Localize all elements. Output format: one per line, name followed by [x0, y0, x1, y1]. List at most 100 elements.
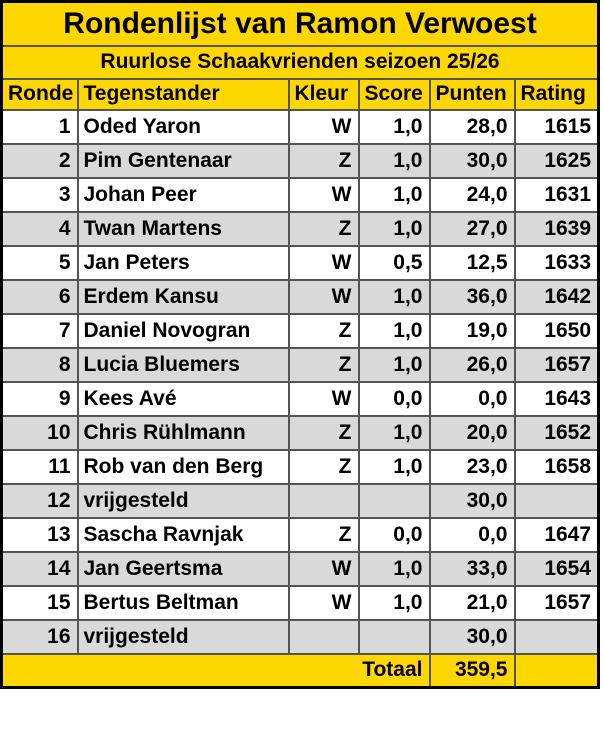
cell-tegenstander: Jan Peters	[76, 244, 290, 281]
cell-rating: 1633	[513, 244, 600, 281]
cell-kleur: W	[287, 176, 360, 213]
cell-rating: 1615	[513, 108, 600, 145]
cell-kleur	[287, 482, 360, 519]
cell-tegenstander: Bertus Beltman	[76, 584, 290, 621]
cell-score: 1,0	[357, 312, 431, 349]
cell-rating: 1639	[513, 210, 600, 247]
cell-score: 1,0	[357, 108, 431, 145]
cell-punten: 12,5	[428, 244, 516, 281]
cell-ronde: 13	[0, 516, 79, 553]
cell-ronde: 14	[0, 550, 79, 587]
cell-score: 1,0	[357, 278, 431, 315]
cell-rating	[513, 618, 600, 655]
cell-punten: 30,0	[428, 142, 516, 179]
table-row: 9 Kees Avé W 0,0 0,0 1643	[0, 380, 600, 417]
cell-rating	[513, 482, 600, 519]
cell-ronde: 7	[0, 312, 79, 349]
cell-score: 0,0	[357, 380, 431, 417]
cell-tegenstander: vrijgesteld	[76, 482, 290, 519]
cell-rating: 1643	[513, 380, 600, 417]
cell-score	[357, 618, 431, 655]
cell-tegenstander: vrijgesteld	[76, 618, 290, 655]
cell-tegenstander: Lucia Bluemers	[76, 346, 290, 383]
cell-rating: 1650	[513, 312, 600, 349]
cell-rating: 1647	[513, 516, 600, 553]
cell-ronde: 12	[0, 482, 79, 519]
cell-ronde: 2	[0, 142, 79, 179]
cell-tegenstander: Erdem Kansu	[76, 278, 290, 315]
cell-kleur: W	[287, 584, 360, 621]
cell-tegenstander: Johan Peer	[76, 176, 290, 213]
cell-punten: 28,0	[428, 108, 516, 145]
cell-punten: 23,0	[428, 448, 516, 485]
cell-punten: 27,0	[428, 210, 516, 247]
cell-score: 1,0	[357, 550, 431, 587]
cell-tegenstander: Pim Gentenaar	[76, 142, 290, 179]
cell-rating: 1625	[513, 142, 600, 179]
cell-punten: 0,0	[428, 516, 516, 553]
cell-kleur: Z	[287, 142, 360, 179]
table-row: 15 Bertus Beltman W 1,0 21,0 1657	[0, 584, 600, 621]
cell-kleur: Z	[287, 312, 360, 349]
column-header-ronde: Ronde	[0, 77, 79, 111]
cell-kleur: W	[287, 244, 360, 281]
cell-punten: 33,0	[428, 550, 516, 587]
cell-kleur: Z	[287, 414, 360, 451]
cell-ronde: 4	[0, 210, 79, 247]
cell-ronde: 10	[0, 414, 79, 451]
cell-score: 1,0	[357, 414, 431, 451]
cell-kleur: Z	[287, 346, 360, 383]
table-row: 11 Rob van den Berg Z 1,0 23,0 1658	[0, 448, 600, 485]
cell-kleur: W	[287, 550, 360, 587]
table-row: 4 Twan Martens Z 1,0 27,0 1639	[0, 210, 600, 247]
title-row: Rondenlijst van Ramon Verwoest	[0, 0, 600, 47]
cell-ronde: 1	[0, 108, 79, 145]
table-row: 3 Johan Peer W 1,0 24,0 1631	[0, 176, 600, 213]
cell-ronde: 6	[0, 278, 79, 315]
cell-tegenstander: Kees Avé	[76, 380, 290, 417]
cell-score: 1,0	[357, 448, 431, 485]
cell-punten: 36,0	[428, 278, 516, 315]
cell-tegenstander: Chris Rühlmann	[76, 414, 290, 451]
cell-kleur: Z	[287, 210, 360, 247]
total-label: Totaal	[0, 652, 431, 689]
cell-rating: 1657	[513, 584, 600, 621]
column-header-punten: Punten	[428, 77, 516, 111]
table-row: 8 Lucia Bluemers Z 1,0 26,0 1657	[0, 346, 600, 383]
cell-kleur: Z	[287, 448, 360, 485]
table-row: 1 Oded Yaron W 1,0 28,0 1615	[0, 108, 600, 145]
cell-rating: 1654	[513, 550, 600, 587]
cell-kleur: W	[287, 108, 360, 145]
table-row: 5 Jan Peters W 0,5 12,5 1633	[0, 244, 600, 281]
cell-tegenstander: Jan Geertsma	[76, 550, 290, 587]
cell-ronde: 16	[0, 618, 79, 655]
table-row: 6 Erdem Kansu W 1,0 36,0 1642	[0, 278, 600, 315]
cell-punten: 19,0	[428, 312, 516, 349]
cell-score: 1,0	[357, 584, 431, 621]
cell-tegenstander: Twan Martens	[76, 210, 290, 247]
subtitle-row: Ruurlose Schaakvrienden seizoen 25/26	[0, 44, 600, 80]
column-header-score: Score	[357, 77, 431, 111]
table-row: 16 vrijgesteld 30,0	[0, 618, 600, 655]
rondenlijst-table: Rondenlijst van Ramon Verwoest Ruurlose …	[0, 0, 601, 689]
cell-punten: 0,0	[428, 380, 516, 417]
cell-tegenstander: Sascha Ravnjak	[76, 516, 290, 553]
cell-score: 0,0	[357, 516, 431, 553]
cell-ronde: 9	[0, 380, 79, 417]
cell-punten: 26,0	[428, 346, 516, 383]
total-row: Totaal 359,5	[0, 652, 600, 689]
cell-kleur	[287, 618, 360, 655]
cell-rating: 1652	[513, 414, 600, 451]
cell-rating: 1631	[513, 176, 600, 213]
cell-tegenstander: Rob van den Berg	[76, 448, 290, 485]
cell-score: 1,0	[357, 210, 431, 247]
total-punten: 359,5	[428, 652, 516, 689]
table-row: 7 Daniel Novogran Z 1,0 19,0 1650	[0, 312, 600, 349]
cell-tegenstander: Oded Yaron	[76, 108, 290, 145]
table-row: 14 Jan Geertsma W 1,0 33,0 1654	[0, 550, 600, 587]
page-title: Rondenlijst van Ramon Verwoest	[0, 0, 600, 47]
cell-punten: 30,0	[428, 618, 516, 655]
rondenlijst-sheet: Rondenlijst van Ramon Verwoest Ruurlose …	[0, 0, 601, 689]
cell-tegenstander: Daniel Novogran	[76, 312, 290, 349]
cell-score	[357, 482, 431, 519]
